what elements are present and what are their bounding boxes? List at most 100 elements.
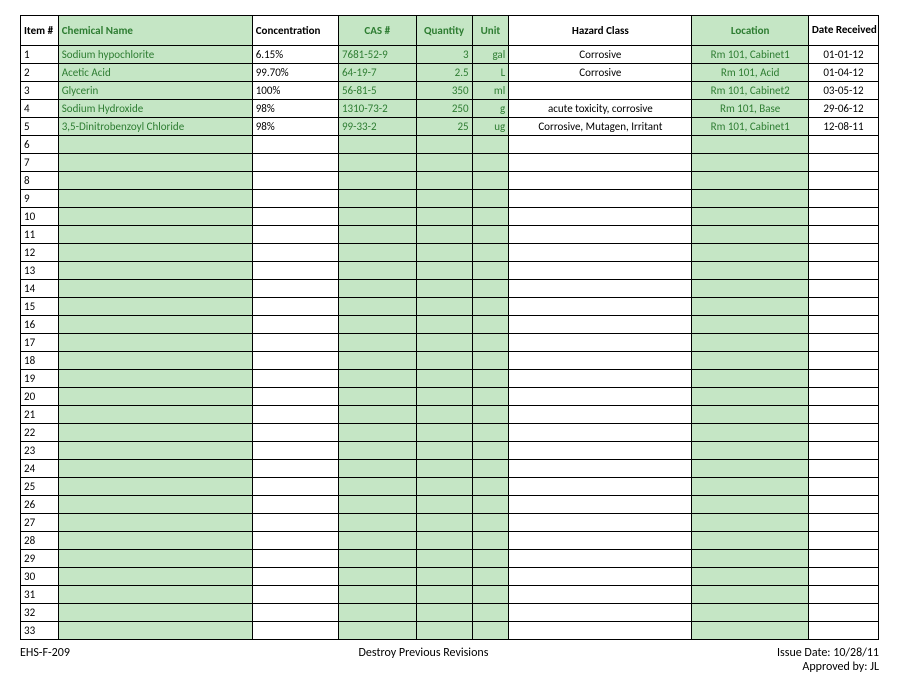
- cell-date: [808, 424, 878, 442]
- cell-item: 21: [21, 406, 59, 424]
- cell-unit: ml: [472, 82, 509, 100]
- cell-item: 13: [21, 262, 59, 280]
- cell-conc: [252, 244, 338, 262]
- cell-cas: [338, 532, 416, 550]
- cell-qty: [416, 370, 472, 388]
- cell-name: [58, 316, 252, 334]
- cell-conc: [252, 280, 338, 298]
- cell-date: [808, 208, 878, 226]
- cell-hazard: [509, 514, 692, 532]
- cell-conc: [252, 262, 338, 280]
- cell-conc: [252, 388, 338, 406]
- cell-item: 15: [21, 298, 59, 316]
- cell-loc: [692, 172, 808, 190]
- cell-date: [808, 532, 878, 550]
- cell-conc: [252, 406, 338, 424]
- cell-conc: [252, 370, 338, 388]
- cell-cas: [338, 298, 416, 316]
- cell-unit: [472, 172, 509, 190]
- table-row: 21: [21, 406, 879, 424]
- cell-cas: 64-19-7: [338, 64, 416, 82]
- cell-hazard: [509, 226, 692, 244]
- cell-loc: [692, 352, 808, 370]
- cell-cas: [338, 406, 416, 424]
- cell-unit: [472, 568, 509, 586]
- cell-loc: [692, 586, 808, 604]
- cell-cas: [338, 154, 416, 172]
- cell-unit: [472, 478, 509, 496]
- cell-qty: [416, 136, 472, 154]
- cell-unit: [472, 460, 509, 478]
- cell-item: 27: [21, 514, 59, 532]
- cell-qty: [416, 586, 472, 604]
- table-row: 20: [21, 388, 879, 406]
- cell-date: [808, 334, 878, 352]
- cell-cas: [338, 550, 416, 568]
- cell-name: [58, 136, 252, 154]
- cell-loc: [692, 226, 808, 244]
- table-row: 28: [21, 532, 879, 550]
- table-row: 18: [21, 352, 879, 370]
- table-row: 22: [21, 424, 879, 442]
- cell-name: [58, 172, 252, 190]
- cell-name: [58, 568, 252, 586]
- cell-date: [808, 460, 878, 478]
- cell-cas: [338, 316, 416, 334]
- cell-hazard: acute toxicity, corrosive: [509, 100, 692, 118]
- cell-item: 16: [21, 316, 59, 334]
- cell-hazard: [509, 244, 692, 262]
- cell-cas: [338, 460, 416, 478]
- cell-qty: [416, 406, 472, 424]
- cell-name: [58, 442, 252, 460]
- table-row: 53,5-Dinitrobenzoyl Chloride98%99-33-225…: [21, 118, 879, 136]
- cell-conc: 6.15%: [252, 46, 338, 64]
- cell-qty: [416, 460, 472, 478]
- cell-date: [808, 244, 878, 262]
- cell-conc: [252, 460, 338, 478]
- cell-hazard: [509, 388, 692, 406]
- table-row: 32: [21, 604, 879, 622]
- cell-qty: [416, 280, 472, 298]
- cell-hazard: [509, 586, 692, 604]
- cell-cas: [338, 424, 416, 442]
- cell-item: 28: [21, 532, 59, 550]
- table-row: 15: [21, 298, 879, 316]
- cell-item: 17: [21, 334, 59, 352]
- cell-unit: [472, 190, 509, 208]
- table-row: 9: [21, 190, 879, 208]
- cell-date: [808, 136, 878, 154]
- cell-loc: [692, 370, 808, 388]
- cell-hazard: [509, 442, 692, 460]
- header-unit: Unit: [472, 16, 509, 46]
- table-row: 4Sodium Hydroxide98%1310-73-2250gacute t…: [21, 100, 879, 118]
- cell-qty: [416, 424, 472, 442]
- table-row: 8: [21, 172, 879, 190]
- cell-item: 10: [21, 208, 59, 226]
- cell-date: [808, 226, 878, 244]
- cell-item: 20: [21, 388, 59, 406]
- cell-cas: 99-33-2: [338, 118, 416, 136]
- cell-hazard: [509, 334, 692, 352]
- cell-date: [808, 622, 878, 640]
- header-quantity: Quantity: [416, 16, 472, 46]
- cell-item: 3: [21, 82, 59, 100]
- cell-qty: [416, 532, 472, 550]
- table-row: 13: [21, 262, 879, 280]
- table-row: 7: [21, 154, 879, 172]
- cell-unit: [472, 388, 509, 406]
- table-row: 16: [21, 316, 879, 334]
- cell-unit: [472, 298, 509, 316]
- cell-hazard: [509, 424, 692, 442]
- cell-conc: [252, 334, 338, 352]
- cell-unit: [472, 424, 509, 442]
- cell-cas: [338, 586, 416, 604]
- cell-hazard: [509, 172, 692, 190]
- cell-cas: [338, 190, 416, 208]
- cell-qty: [416, 298, 472, 316]
- cell-item: 29: [21, 550, 59, 568]
- footer: EHS-F-209 Destroy Previous Revisions Iss…: [20, 646, 879, 674]
- cell-qty: [416, 226, 472, 244]
- table-row: 10: [21, 208, 879, 226]
- cell-date: [808, 550, 878, 568]
- cell-unit: [472, 532, 509, 550]
